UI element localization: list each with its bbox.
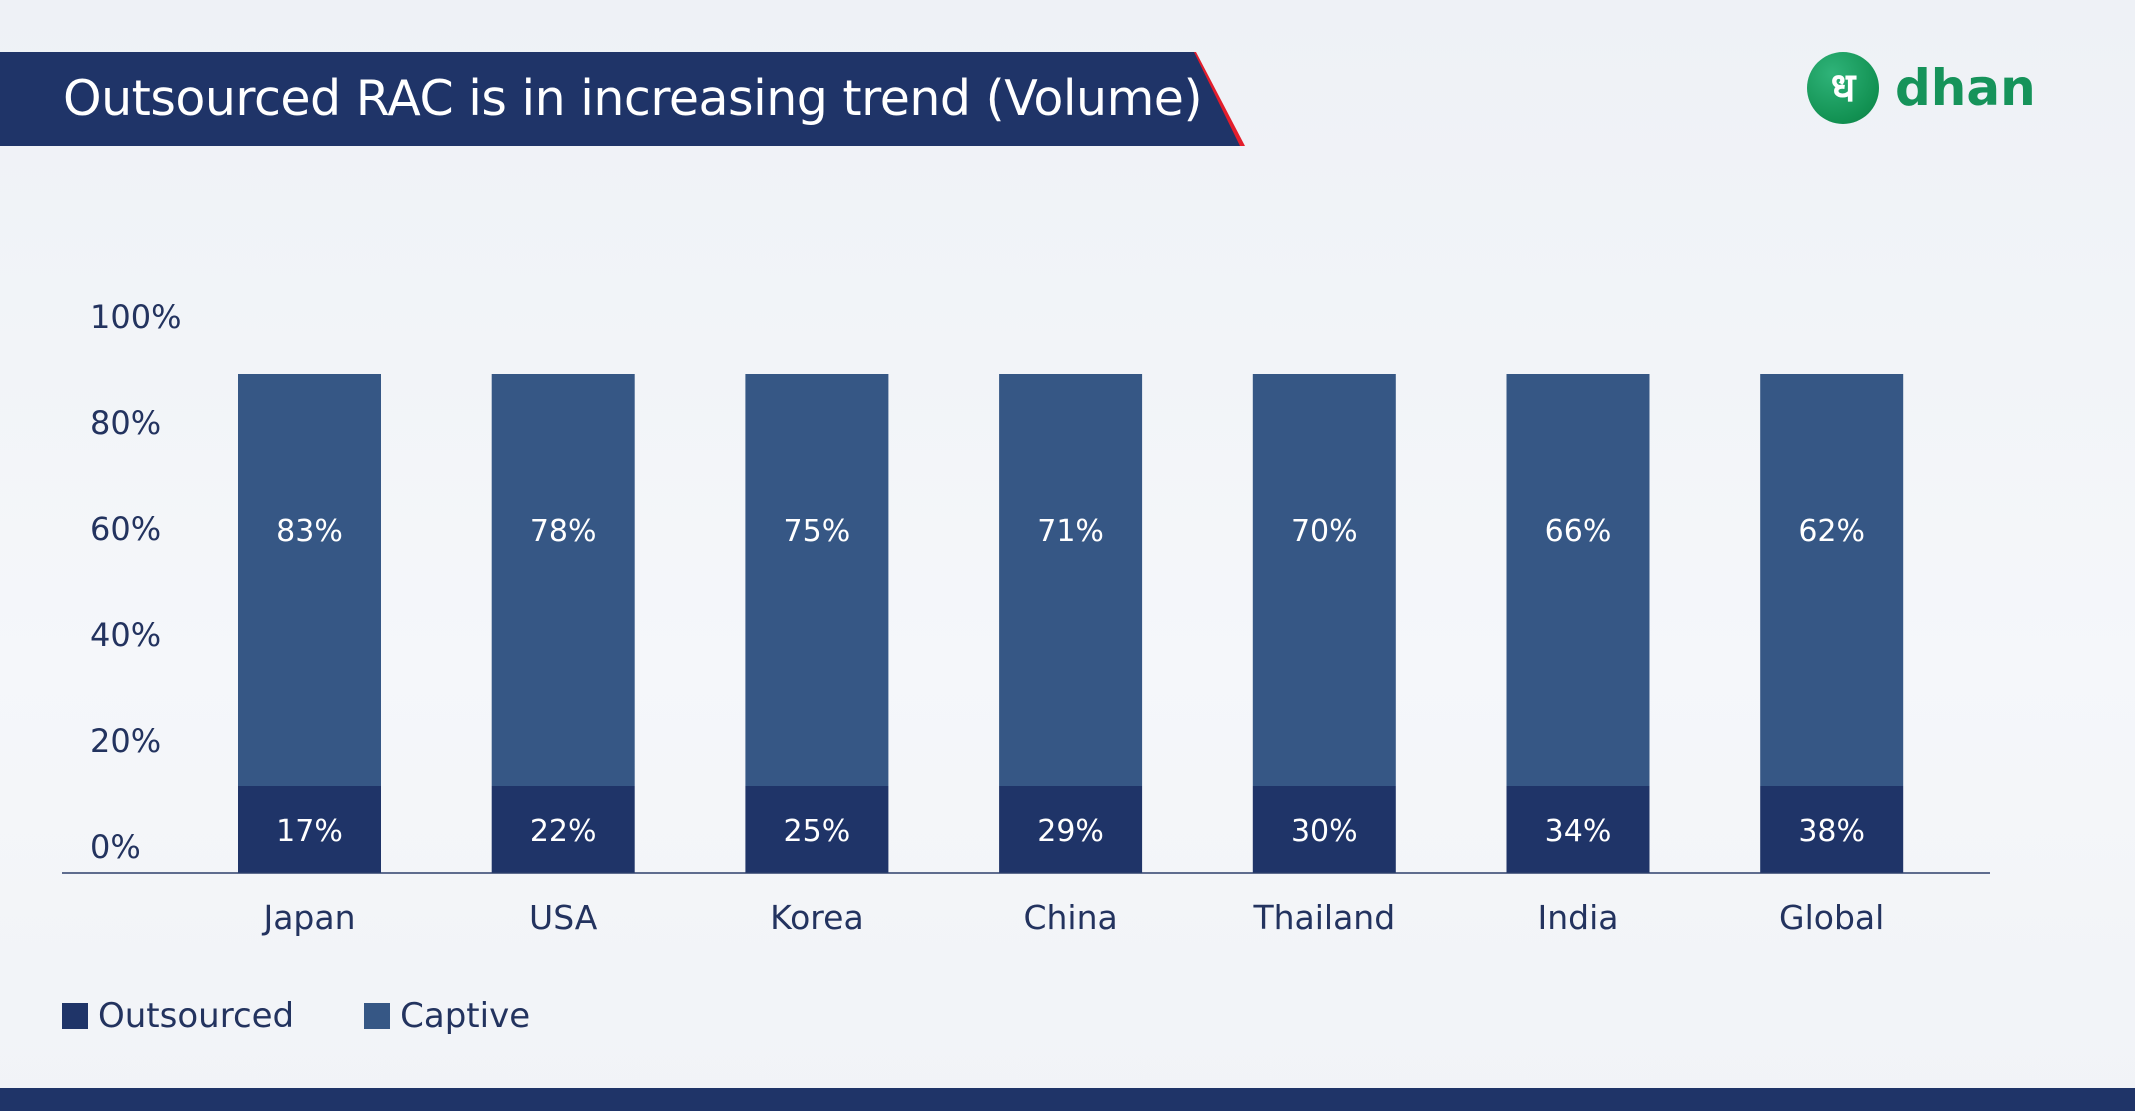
footer-bar	[0, 1088, 2135, 1111]
x-tick-label: India	[1538, 898, 1619, 937]
data-label-captive: 66%	[1545, 514, 1612, 549]
data-label-outsourced: 38%	[1798, 814, 1865, 849]
bar-captive	[999, 374, 1143, 786]
x-axis-labels: Japan USA Korea China Thailand India Global	[261, 898, 1884, 937]
bar-group-korea: 75% 25%	[745, 374, 889, 873]
y-tick-label: 80%	[90, 404, 161, 442]
bar-group-thailand: 70% 30%	[1252, 374, 1396, 873]
data-label-outsourced: 29%	[1037, 814, 1104, 849]
y-tick-label: 40%	[90, 616, 161, 654]
dhan-logo-icon: ध	[1807, 52, 1879, 124]
data-label-outsourced: 25%	[784, 814, 851, 849]
title-banner-background	[0, 52, 1240, 146]
bar-captive	[1760, 374, 1904, 786]
x-tick-label: China	[1023, 898, 1117, 937]
data-label-outsourced: 22%	[530, 814, 597, 849]
title-banner: Outsourced RAC is in increasing trend (V…	[0, 52, 1245, 146]
x-tick-label: USA	[529, 898, 598, 937]
title-banner-shape	[0, 52, 1245, 146]
bar-captive	[1252, 374, 1396, 786]
data-label-outsourced: 17%	[276, 814, 343, 849]
bar-outsourced	[745, 786, 889, 873]
data-label-captive: 83%	[276, 514, 343, 549]
legend-item-captive: Captive	[364, 996, 530, 1036]
bar-captive	[1506, 374, 1650, 786]
legend: Outsourced Captive	[62, 996, 600, 1036]
data-label-captive: 78%	[530, 514, 597, 549]
legend-label-captive: Captive	[400, 996, 531, 1036]
bar-captive	[745, 374, 889, 786]
x-tick-label: Thailand	[1252, 898, 1395, 937]
bar-outsourced	[1506, 786, 1650, 873]
y-tick-label: 60%	[90, 510, 161, 548]
bar-group-china: 71% 29%	[999, 374, 1143, 873]
bar-captive	[491, 374, 635, 786]
data-label-captive: 62%	[1798, 514, 1865, 549]
bar-outsourced	[1760, 786, 1904, 873]
page-title: Outsourced RAC is in increasing trend (V…	[63, 70, 1203, 127]
y-tick-label: 0%	[90, 828, 141, 866]
bars: 83% 17% 78% 22% 75% 25% 71% 29% 70% 30% 66% 34% 62% 3…	[238, 374, 1904, 873]
y-tick-label: 20%	[90, 722, 161, 760]
y-tick-label: 100%	[90, 298, 181, 336]
bar-outsourced	[491, 786, 635, 873]
bar-group-global: 62% 38%	[1760, 374, 1904, 873]
bar-outsourced	[999, 786, 1143, 873]
dhan-logo: ध dhan	[1807, 52, 2036, 124]
legend-swatch-captive	[364, 1003, 391, 1029]
x-tick-label: Korea	[770, 898, 864, 937]
bar-outsourced	[1252, 786, 1396, 873]
data-label-outsourced: 30%	[1291, 814, 1358, 849]
dhan-logo-text: dhan	[1895, 59, 2036, 117]
legend-label-outsourced: Outsourced	[98, 996, 295, 1036]
legend-swatch-outsourced	[62, 1003, 88, 1029]
x-tick-label: Global	[1779, 898, 1884, 937]
bar-group-india: 66% 34%	[1506, 374, 1650, 873]
bar-captive	[238, 374, 381, 786]
bar-group-japan: 83% 17%	[238, 374, 381, 873]
data-label-captive: 75%	[784, 514, 851, 549]
data-label-captive: 71%	[1037, 514, 1104, 549]
x-tick-label: Japan	[261, 898, 355, 937]
y-axis-labels: 0% 20% 40% 60% 80% 100%	[90, 298, 181, 866]
legend-item-outsourced: Outsourced	[62, 996, 294, 1036]
bar-outsourced	[238, 786, 381, 873]
data-label-captive: 70%	[1291, 514, 1358, 549]
bar-group-usa: 78% 22%	[491, 374, 635, 873]
data-label-outsourced: 34%	[1545, 814, 1612, 849]
